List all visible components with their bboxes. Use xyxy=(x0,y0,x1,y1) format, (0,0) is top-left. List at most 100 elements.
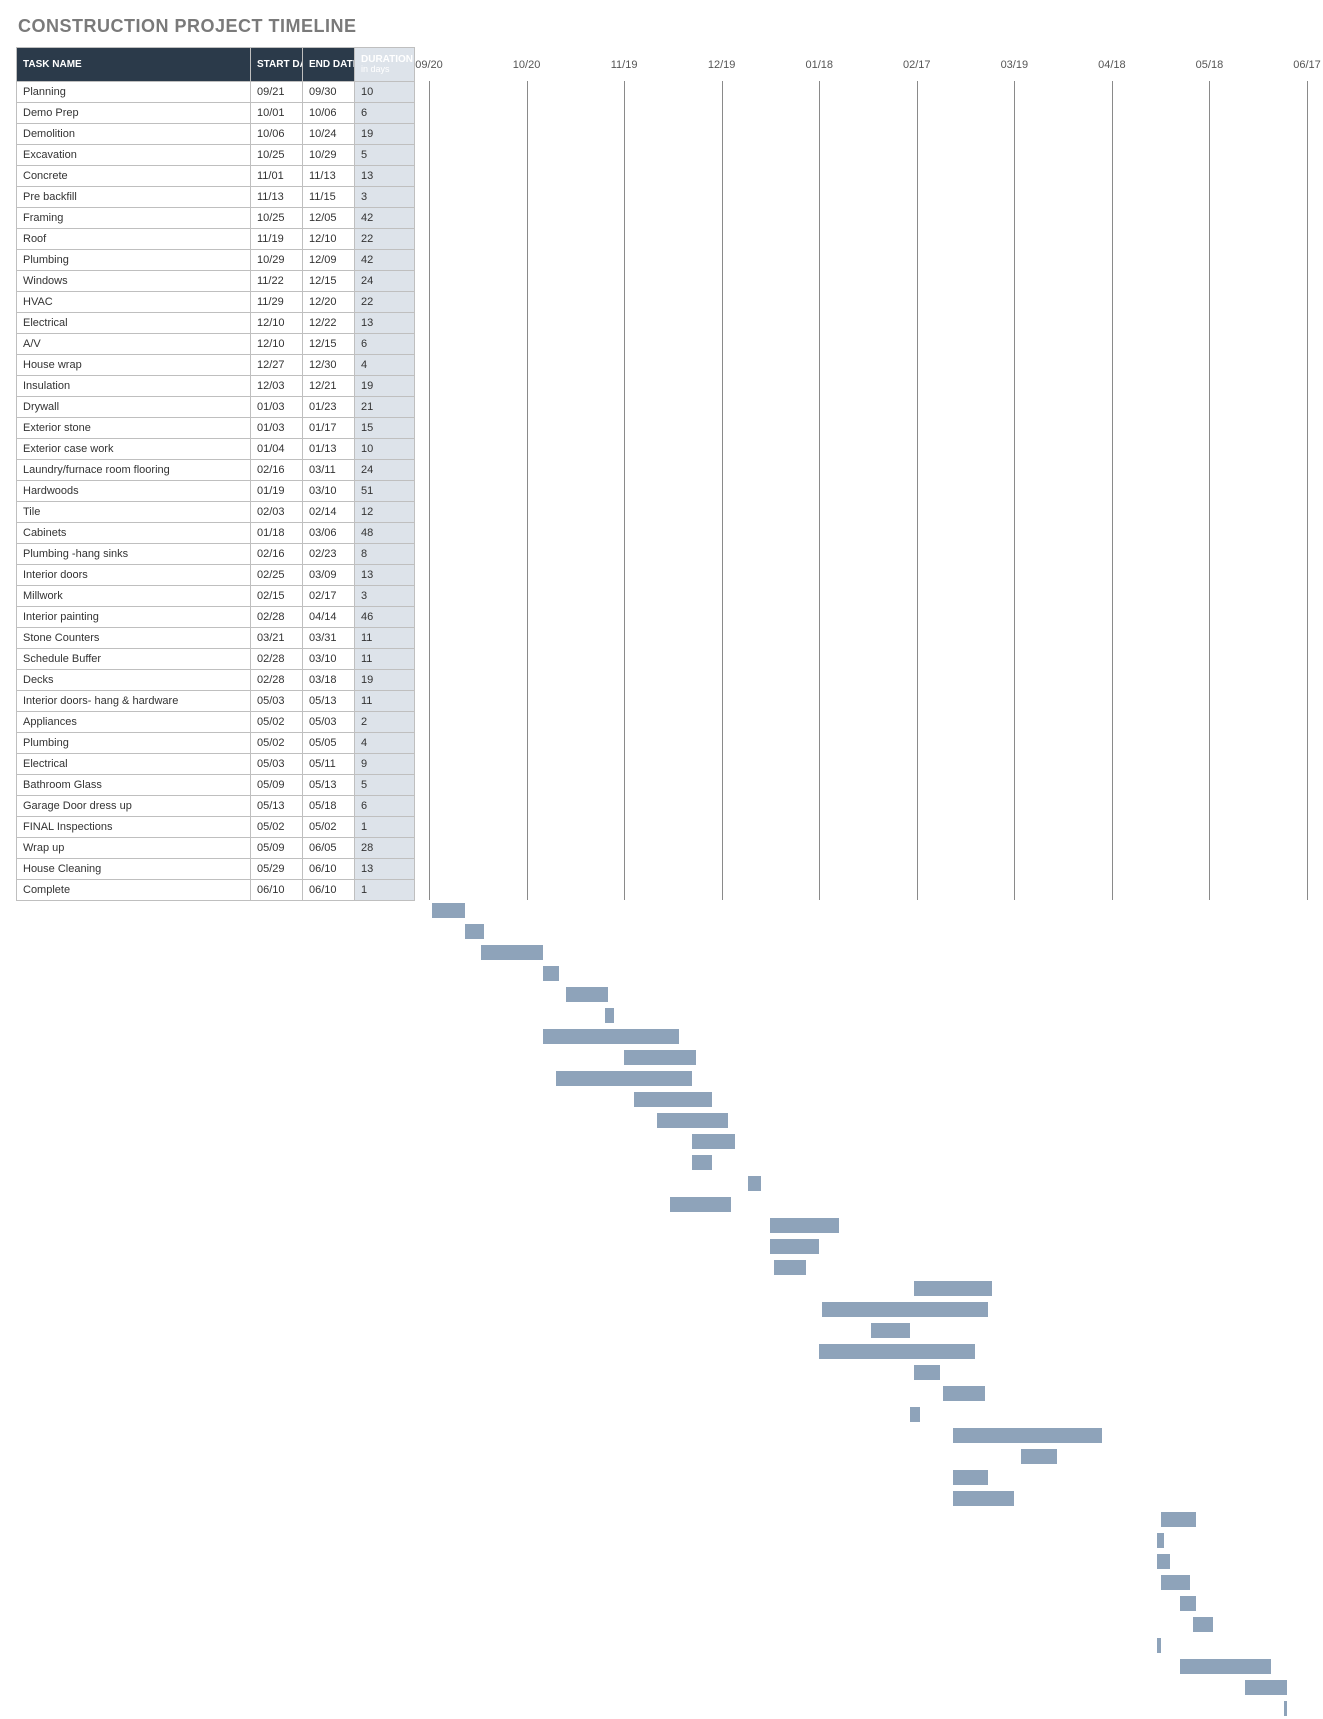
gantt-gridline xyxy=(624,81,625,900)
cell-duration: 5 xyxy=(355,145,415,166)
cell-duration: 13 xyxy=(355,313,415,334)
cell-end-date: 11/13 xyxy=(303,166,355,187)
cell-duration: 13 xyxy=(355,166,415,187)
cell-end-date: 12/05 xyxy=(303,208,355,229)
cell-duration: 19 xyxy=(355,376,415,397)
cell-end-date: 03/06 xyxy=(303,523,355,544)
gantt-bar xyxy=(634,1092,712,1107)
cell-start-date: 12/03 xyxy=(251,376,303,397)
cell-duration: 15 xyxy=(355,418,415,439)
gantt-row xyxy=(429,1362,1307,1383)
axis-tick-label: 04/18 xyxy=(1098,59,1126,71)
cell-task-name: Framing xyxy=(17,208,251,229)
cell-duration: 19 xyxy=(355,670,415,691)
gantt-gridline xyxy=(917,81,918,900)
gantt-row xyxy=(429,1047,1307,1068)
gantt-bar xyxy=(871,1323,910,1338)
gantt-row xyxy=(429,1215,1307,1236)
gantt-bar xyxy=(543,966,559,981)
gantt-row xyxy=(429,1467,1307,1488)
cell-end-date: 09/30 xyxy=(303,82,355,103)
gantt-row xyxy=(429,1131,1307,1152)
table-row: Interior doors02/2503/0913 xyxy=(17,565,415,586)
cell-end-date: 12/21 xyxy=(303,376,355,397)
table-row: Electrical12/1012/2213 xyxy=(17,313,415,334)
gantt-bar xyxy=(774,1260,807,1275)
gantt-row xyxy=(429,1551,1307,1572)
cell-task-name: Appliances xyxy=(17,712,251,733)
cell-task-name: Garage Door dress up xyxy=(17,796,251,817)
cell-task-name: Plumbing -hang sinks xyxy=(17,544,251,565)
table-row: Concrete11/0111/1313 xyxy=(17,166,415,187)
cell-duration: 19 xyxy=(355,124,415,145)
cell-start-date: 02/03 xyxy=(251,502,303,523)
cell-task-name: House wrap xyxy=(17,355,251,376)
gantt-bar xyxy=(566,987,608,1002)
gantt-row xyxy=(429,1383,1307,1404)
cell-task-name: Hardwoods xyxy=(17,481,251,502)
table-row: Wrap up05/0906/0528 xyxy=(17,838,415,859)
cell-start-date: 01/03 xyxy=(251,397,303,418)
gantt-row xyxy=(429,1194,1307,1215)
gantt-bar xyxy=(605,1008,615,1023)
gantt-row xyxy=(429,1152,1307,1173)
gantt-axis: 09/2010/2011/1912/1901/1802/1703/1904/18… xyxy=(429,47,1307,81)
gantt-gridline xyxy=(722,81,723,900)
cell-task-name: Millwork xyxy=(17,586,251,607)
cell-end-date: 06/05 xyxy=(303,838,355,859)
cell-start-date: 05/09 xyxy=(251,838,303,859)
gantt-bar xyxy=(1161,1512,1197,1527)
gantt-bar xyxy=(943,1386,985,1401)
cell-task-name: Tile xyxy=(17,502,251,523)
main-layout: TASK NAME START DATE END DATE DURATION i… xyxy=(16,47,1307,901)
gantt-row xyxy=(429,1593,1307,1614)
cell-task-name: Demo Prep xyxy=(17,103,251,124)
cell-start-date: 12/10 xyxy=(251,334,303,355)
cell-duration: 24 xyxy=(355,271,415,292)
cell-duration: 48 xyxy=(355,523,415,544)
cell-end-date: 04/14 xyxy=(303,607,355,628)
table-row: Schedule Buffer02/2803/1011 xyxy=(17,649,415,670)
table-row: Interior doors- hang & hardware05/0305/1… xyxy=(17,691,415,712)
table-row: Appliances05/0205/032 xyxy=(17,712,415,733)
axis-tick-label: 10/20 xyxy=(513,59,541,71)
gantt-row xyxy=(429,900,1307,921)
cell-duration: 3 xyxy=(355,586,415,607)
gantt-bar xyxy=(953,1491,1015,1506)
cell-duration: 13 xyxy=(355,859,415,880)
cell-task-name: Insulation xyxy=(17,376,251,397)
cell-duration: 6 xyxy=(355,103,415,124)
gantt-row xyxy=(429,1572,1307,1593)
cell-start-date: 05/09 xyxy=(251,775,303,796)
gantt-bar xyxy=(465,924,485,939)
cell-task-name: Decks xyxy=(17,670,251,691)
cell-duration: 22 xyxy=(355,292,415,313)
table-row: Bathroom Glass05/0905/135 xyxy=(17,775,415,796)
cell-start-date: 12/27 xyxy=(251,355,303,376)
cell-end-date: 02/14 xyxy=(303,502,355,523)
gantt-row xyxy=(429,1068,1307,1089)
cell-end-date: 05/03 xyxy=(303,712,355,733)
gantt-row xyxy=(429,1677,1307,1698)
axis-tick-label: 11/19 xyxy=(611,59,638,71)
gantt-gridlines xyxy=(429,81,1307,900)
cell-duration: 10 xyxy=(355,439,415,460)
cell-start-date: 01/04 xyxy=(251,439,303,460)
table-row: Roof11/1912/1022 xyxy=(17,229,415,250)
cell-end-date: 11/15 xyxy=(303,187,355,208)
cell-start-date: 02/28 xyxy=(251,649,303,670)
gantt-row xyxy=(429,1614,1307,1635)
gantt-gridline xyxy=(429,81,430,900)
table-row: Demo Prep10/0110/066 xyxy=(17,103,415,124)
cell-duration: 24 xyxy=(355,460,415,481)
table-row: House wrap12/2712/304 xyxy=(17,355,415,376)
gantt-row xyxy=(429,1320,1307,1341)
page-title: CONSTRUCTION PROJECT TIMELINE xyxy=(18,16,1307,37)
cell-duration: 9 xyxy=(355,754,415,775)
cell-duration: 4 xyxy=(355,733,415,754)
table-row: Insulation12/0312/2119 xyxy=(17,376,415,397)
cell-task-name: A/V xyxy=(17,334,251,355)
cell-task-name: Electrical xyxy=(17,313,251,334)
axis-tick-label: 03/19 xyxy=(1001,59,1029,71)
gantt-bar xyxy=(1157,1554,1170,1569)
